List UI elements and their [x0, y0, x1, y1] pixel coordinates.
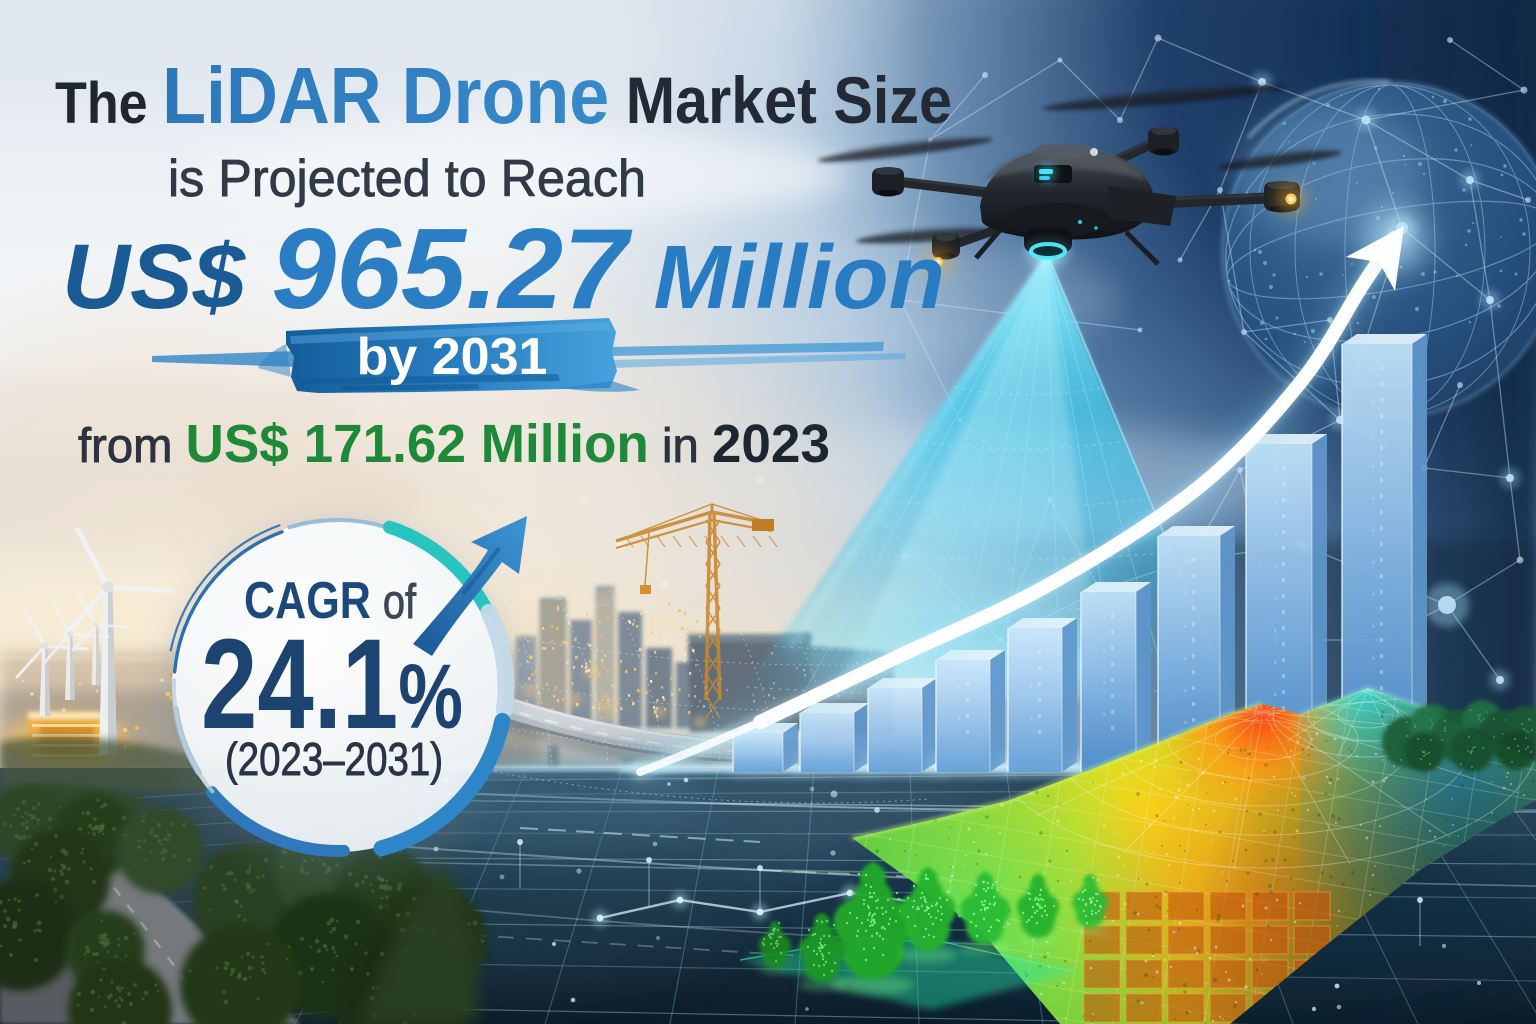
svg-text:The LiDAR Drone Market Size: The LiDAR Drone Market Size: [55, 51, 952, 140]
svg-text:(2023–2031): (2023–2031): [225, 733, 443, 785]
svg-text:CAGR of: CAGR of: [244, 572, 417, 630]
svg-text:24.1%: 24.1%: [201, 613, 463, 756]
svg-text:by 2031: by 2031: [357, 328, 548, 386]
svg-text:is Projected to Reach: is Projected to Reach: [168, 150, 646, 208]
svg-text:from US$ 171.62 Million in 202: from US$ 171.62 Million in 2023: [78, 414, 830, 474]
svg-text:US$ 965.27 Million: US$ 965.27 Million: [62, 206, 945, 333]
